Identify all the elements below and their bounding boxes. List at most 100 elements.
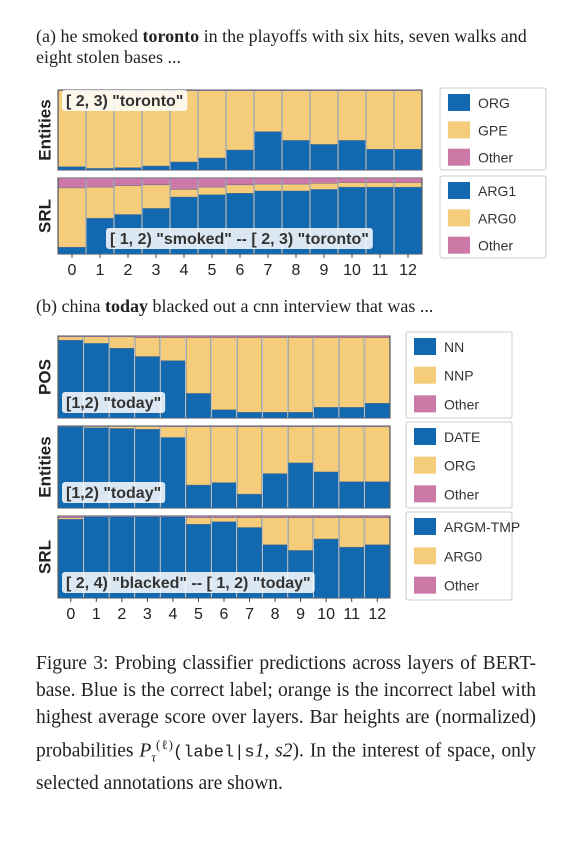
x-tick-label: 1 <box>96 262 105 279</box>
bar-arg0-6 <box>211 517 237 522</box>
x-tick-label: 12 <box>368 606 386 623</box>
x-tick-label: 9 <box>296 606 305 623</box>
legend-swatch-other <box>414 395 436 413</box>
legend-swatch-nnp <box>414 366 436 384</box>
bar-other-11 <box>339 515 365 518</box>
bar-other-3 <box>134 515 160 518</box>
bar-nnp-5 <box>185 337 211 394</box>
bar-other-2 <box>109 515 135 518</box>
bar-arg0-1 <box>86 186 114 219</box>
legend-label-nn: NN <box>444 339 464 355</box>
x-tick-label: 11 <box>343 606 360 623</box>
bar-arg0-0 <box>58 517 84 520</box>
bar-other-0 <box>58 177 86 189</box>
bar-other-0 <box>58 515 84 518</box>
legend-swatch-other <box>448 236 470 254</box>
bar-other-11 <box>366 89 394 92</box>
annotation-label: [1,2) "today" <box>66 395 161 412</box>
bar-other-10 <box>313 425 339 428</box>
bar-org-6 <box>226 149 254 171</box>
bar-arg0-12 <box>364 517 390 545</box>
bar-gpe-9 <box>310 90 338 145</box>
legend-label-other: Other <box>444 396 479 412</box>
bar-other-11 <box>366 177 394 183</box>
bar-other-9 <box>310 177 338 184</box>
legend-label-other: Other <box>444 578 479 594</box>
bar-nnp-12 <box>364 337 390 404</box>
bar-other-12 <box>394 89 422 92</box>
bar-org-0 <box>58 166 86 171</box>
bar-arg1-12 <box>394 186 422 255</box>
bar-arg0-7 <box>237 517 263 528</box>
bar-gpe-12 <box>394 90 422 150</box>
bar-org-5 <box>185 426 211 486</box>
bar-date-10 <box>313 471 339 509</box>
y-axis-label: Entities <box>35 436 54 497</box>
bar-gpe-10 <box>338 90 366 141</box>
bar-arg1-0 <box>58 246 86 255</box>
legend-label-other: Other <box>478 150 513 166</box>
bar-other-11 <box>339 425 365 428</box>
bar-other-10 <box>313 515 339 518</box>
bar-other-7 <box>254 177 282 185</box>
x-tick-label: 7 <box>264 262 273 279</box>
y-axis-label: Entities <box>35 99 54 160</box>
legend-swatch-arg0 <box>414 547 436 565</box>
legend-label-argm-tmp: ARGM-TMP <box>444 519 520 535</box>
bar-nnp-10 <box>313 337 339 408</box>
bar-other-11 <box>339 335 365 338</box>
bar-arg0-10 <box>338 182 366 188</box>
bar-other-4 <box>160 515 186 518</box>
bar-other-3 <box>134 335 160 338</box>
bar-arg0-5 <box>198 186 226 195</box>
legend-label-gpe: GPE <box>478 122 508 138</box>
bar-nnp-8 <box>262 337 288 413</box>
legend-label-arg0: ARG0 <box>444 548 482 564</box>
bar-arg0-10 <box>313 517 339 540</box>
figure-caption: Figure 3: Probing classifier predictions… <box>36 653 537 795</box>
legend-label-other: Other <box>478 238 513 254</box>
bar-org-10 <box>338 140 366 171</box>
bar-other-7 <box>254 89 282 92</box>
bar-date-12 <box>364 481 390 509</box>
bar-other-8 <box>262 335 288 338</box>
x-tick-label: 12 <box>399 262 417 279</box>
x-tick-label: 11 <box>372 262 389 279</box>
bar-other-9 <box>288 425 314 428</box>
bar-arg0-8 <box>282 183 310 192</box>
x-tick-label: 10 <box>317 606 335 623</box>
bar-other-2 <box>114 177 142 186</box>
bar-arg0-12 <box>394 182 422 188</box>
bar-other-5 <box>185 515 211 518</box>
bar-arg0-0 <box>58 187 86 248</box>
x-tick-label: 4 <box>180 262 189 279</box>
bar-argm-tmp-10 <box>313 538 339 599</box>
x-tick-label: 6 <box>236 262 245 279</box>
bar-date-11 <box>339 481 365 509</box>
bar-other-9 <box>288 515 314 518</box>
bar-org-5 <box>198 157 226 171</box>
legend-label-arg0: ARG0 <box>478 210 516 226</box>
bar-nnp-9 <box>288 337 314 413</box>
bar-org-4 <box>170 161 198 171</box>
annotation-label: [ 1, 2) "smoked" -- [ 2, 3) "toronto" <box>110 231 369 248</box>
legend-swatch-org <box>448 94 470 111</box>
annotation-box <box>106 228 373 249</box>
y-axis-label: SRL <box>35 540 54 574</box>
x-tick-label: 2 <box>124 262 133 279</box>
bar-nnp-3 <box>134 337 160 357</box>
x-tick-label: 3 <box>152 262 161 279</box>
bar-nnp-0 <box>58 336 84 341</box>
bar-other-5 <box>198 177 226 188</box>
bar-nnp-2 <box>109 336 135 349</box>
annotation-box <box>62 90 188 111</box>
bar-arg0-5 <box>185 517 211 525</box>
bar-arg0-2 <box>114 185 142 215</box>
bar-nn-12 <box>364 403 390 419</box>
bar-other-9 <box>310 89 338 92</box>
bar-org-7 <box>254 131 282 171</box>
bar-other-5 <box>198 89 226 92</box>
x-tick-label: 5 <box>194 606 203 623</box>
bar-other-8 <box>262 425 288 428</box>
x-tick-label: 5 <box>208 262 217 279</box>
